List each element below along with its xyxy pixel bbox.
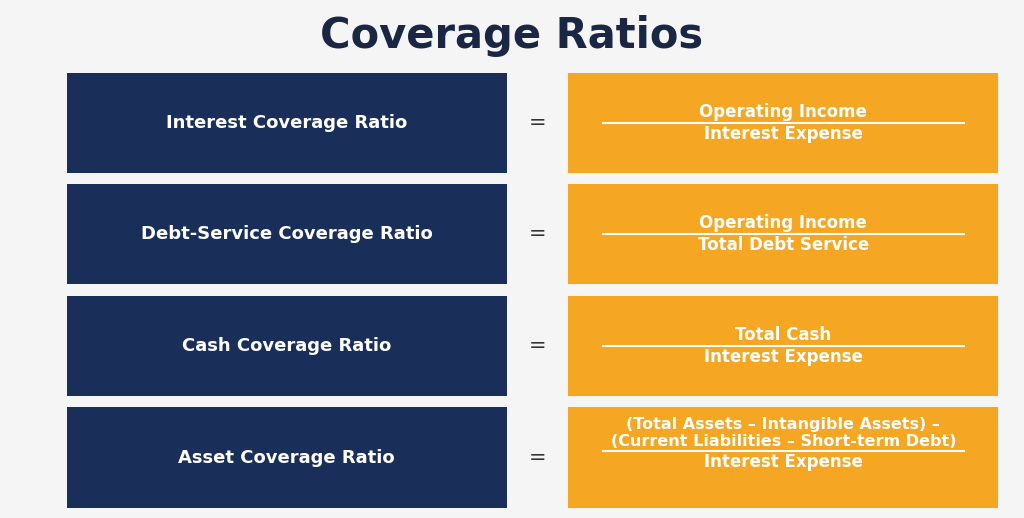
Text: Operating Income: Operating Income: [699, 214, 867, 232]
Bar: [67, 184, 507, 284]
Text: Total Cash: Total Cash: [735, 326, 831, 344]
Bar: [568, 296, 998, 396]
Text: =: =: [528, 224, 547, 244]
Text: Total Debt Service: Total Debt Service: [697, 236, 869, 254]
Text: Operating Income: Operating Income: [699, 103, 867, 121]
Text: Debt-Service Coverage Ratio: Debt-Service Coverage Ratio: [141, 225, 432, 243]
Text: =: =: [528, 336, 547, 356]
Text: Asset Coverage Ratio: Asset Coverage Ratio: [178, 449, 395, 467]
Text: Interest Coverage Ratio: Interest Coverage Ratio: [166, 113, 408, 132]
Bar: [568, 184, 998, 284]
Bar: [568, 407, 998, 508]
Bar: [67, 73, 507, 172]
Text: Interest Expense: Interest Expense: [703, 453, 863, 471]
Text: Interest Expense: Interest Expense: [703, 348, 863, 366]
Text: Interest Expense: Interest Expense: [703, 125, 863, 142]
Bar: [67, 407, 507, 508]
Text: (Total Assets – Intangible Assets) –
(Current Liabilities – Short-term Debt): (Total Assets – Intangible Assets) – (Cu…: [610, 417, 956, 449]
Text: =: =: [528, 448, 547, 468]
Text: Cash Coverage Ratio: Cash Coverage Ratio: [182, 337, 391, 355]
Bar: [568, 73, 998, 172]
Text: Coverage Ratios: Coverage Ratios: [321, 15, 703, 57]
Bar: [67, 296, 507, 396]
Text: =: =: [528, 112, 547, 133]
